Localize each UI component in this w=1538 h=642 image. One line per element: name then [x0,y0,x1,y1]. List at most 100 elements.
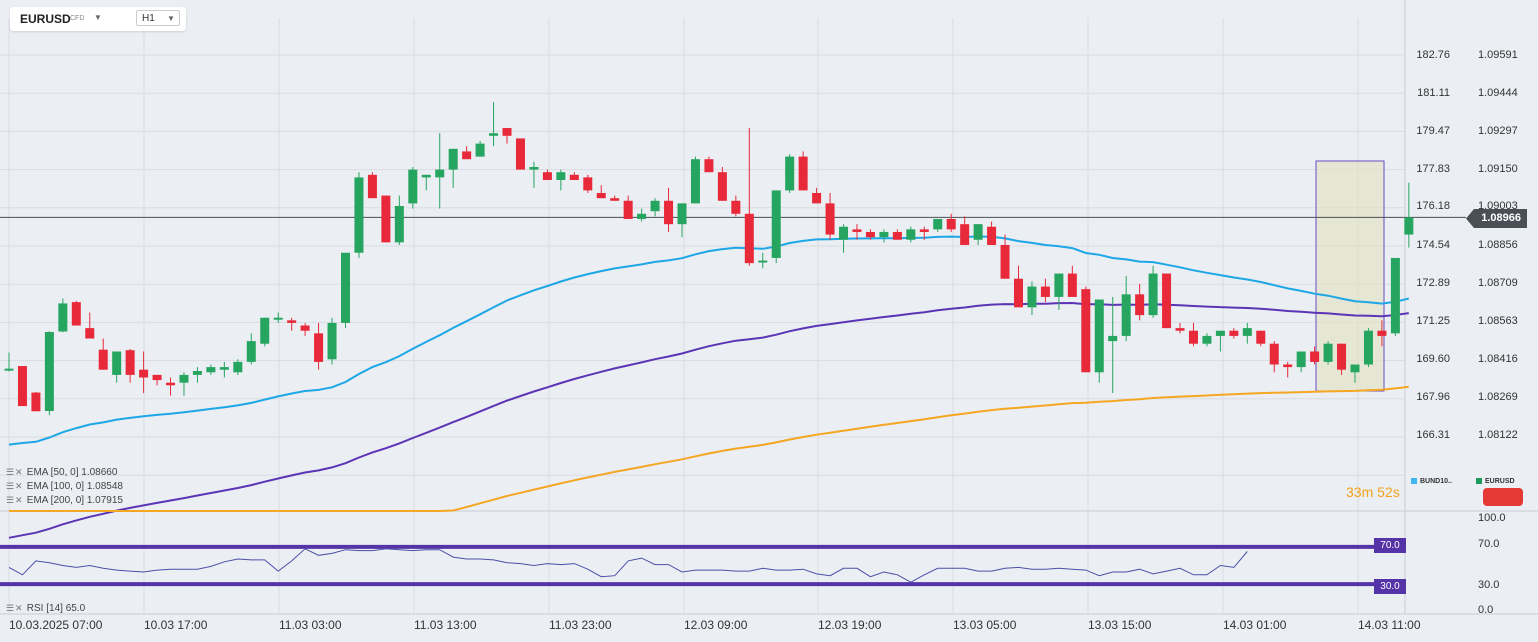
candle-down [502,128,512,136]
candle-up [327,322,337,360]
candle-down [717,172,727,201]
candle-down [1081,289,1091,373]
timeframe-select[interactable]: H1 ▼ [136,10,180,26]
candle-down [1040,286,1050,297]
ema50-label: EMA [50, 0] [26,467,79,478]
menu-icon[interactable]: ☰ [6,481,15,491]
candle-down [367,174,377,199]
price-tick: 1.08563 [1478,315,1518,327]
candle-up [112,351,122,375]
candle-down [1014,278,1023,308]
price-tick: 1.08122 [1478,429,1518,441]
rsi-tick: 0.0 [1478,604,1494,616]
candle-down [812,192,822,204]
candle-down [139,369,149,378]
compare-ticker-eurusd[interactable]: EURUSD [1476,478,1515,485]
candle-down [960,224,970,245]
candle-up [448,148,458,170]
time-tick: 10.03.2025 07:00 [9,618,103,632]
secondary-tick: 176.18 [1416,200,1450,212]
close-icon[interactable]: ✕ [15,481,23,491]
series-color-swatch [1411,478,1417,485]
candle-up [690,159,700,204]
candle-up [489,133,499,136]
symbol-name[interactable]: EURUSD [20,12,71,26]
candle-down [381,195,391,243]
candle-up [475,143,485,157]
candle-up [1363,330,1373,365]
series-color-swatch [1476,478,1482,485]
candle-down [1175,328,1185,331]
candle-up [341,252,350,323]
candle-up [435,169,445,178]
candle-down [1310,351,1320,362]
symbol-dropdown-icon[interactable]: ▼ [94,13,102,22]
close-icon[interactable]: ✕ [15,467,23,477]
candle-down [166,382,176,386]
time-tick: 12.03 09:00 [684,618,748,632]
candle-up [394,205,404,243]
candle-countdown: 33m 52s [1346,484,1400,500]
candle-up [273,317,283,320]
candle-up [906,229,916,240]
candle-down [825,203,835,235]
candle-up [219,367,229,370]
candle-up [785,156,795,191]
ema50-legend[interactable]: ☰✕ EMA [50, 0] 1.08660 [6,467,117,478]
candle-down [623,200,633,219]
rsi-tick: 100.0 [1478,512,1506,524]
candle-up [421,174,431,178]
menu-icon[interactable]: ☰ [6,467,15,477]
rsi-legend[interactable]: ☰✕ RSI [14] 65.0 [6,603,85,614]
sell-button[interactable] [1483,488,1523,506]
secondary-tick: 166.31 [1416,429,1450,441]
candle-up [973,224,983,240]
price-tick: 1.08709 [1478,277,1518,289]
candle-down [1377,330,1387,336]
secondary-tick: 172.89 [1416,277,1450,289]
menu-icon[interactable]: ☰ [6,603,15,613]
candle-down [583,177,593,191]
rsi-upper-tag: 70.0 [1374,538,1406,553]
candle-down [744,213,754,264]
candle-down [1188,330,1198,344]
current-price-tag: 1.08966 [1466,209,1527,228]
price-tick: 1.08856 [1478,239,1518,251]
secondary-tick: 182.76 [1416,49,1450,61]
price-tick: 1.09444 [1478,87,1518,99]
ema100-legend[interactable]: ☰✕ EMA [100, 0] 1.08548 [6,481,123,492]
candle-down [1337,343,1347,370]
candle-down [610,198,620,201]
time-tick: 11.03 23:00 [549,618,612,632]
candle-down [152,374,162,381]
candle-up [1108,335,1118,342]
candle-down [1256,330,1266,344]
timeframe-dropdown-icon: ▼ [167,14,175,23]
candle-up [192,370,202,375]
candle-down [569,174,579,180]
candle-down [704,159,714,173]
candle-up [1054,273,1064,297]
time-tick: 14.03 11:00 [1358,618,1421,632]
close-icon[interactable]: ✕ [15,603,23,613]
symbol-toolbar: EURUSD CFD ▼ H1 ▼ [10,7,186,31]
candle-down [664,200,674,225]
candle-down [1283,364,1293,368]
candle-down [85,328,95,339]
candle-down [314,333,324,362]
candle-up [637,213,647,219]
compare-ticker-bund[interactable]: BUND10.. [1411,478,1452,485]
candle-down [287,320,297,323]
menu-icon[interactable]: ☰ [6,495,15,505]
price-tick: 1.08269 [1478,391,1518,403]
candle-up [839,226,849,240]
candle-up [1121,294,1131,336]
close-icon[interactable]: ✕ [15,495,23,505]
rsi-tick: 70.0 [1478,538,1500,550]
secondary-tick: 167.96 [1416,391,1450,403]
candle-down [919,229,929,232]
time-tick: 10.03 17:00 [144,618,208,632]
price-tick: 1.09297 [1478,125,1518,137]
ema200-legend[interactable]: ☰✕ EMA [200, 0] 1.07915 [6,495,123,506]
